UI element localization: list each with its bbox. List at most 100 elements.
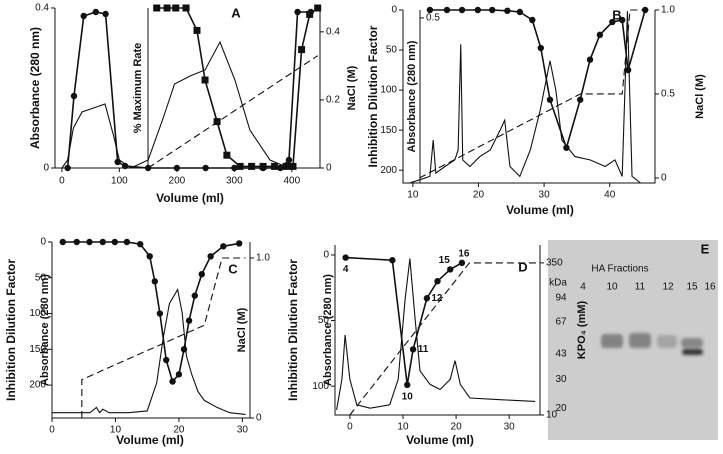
circle-marker — [458, 6, 466, 14]
circle-marker — [596, 31, 604, 39]
panel-letter: A — [231, 5, 241, 20]
x-tick-label: 400 — [283, 176, 300, 187]
x-tick-label: 20 — [473, 190, 485, 201]
y-tick-label: 50 — [35, 272, 47, 283]
circle-marker — [156, 310, 164, 317]
x-tick-label: 100 — [111, 176, 128, 187]
band — [681, 338, 703, 348]
x-tick-label: 300 — [226, 176, 243, 187]
circle-marker — [92, 8, 100, 16]
square-marker — [201, 76, 209, 84]
y-tick-label: 100 — [29, 308, 46, 319]
fraction-label: 4 — [343, 264, 349, 275]
fraction-label: 15 — [439, 255, 451, 266]
circle-marker — [409, 346, 417, 353]
circle-marker — [86, 238, 93, 246]
lane-label: 12 — [662, 282, 674, 293]
square-marker — [236, 162, 244, 170]
y2-tick-label: 0.5 — [661, 89, 675, 100]
square-marker — [282, 162, 290, 170]
y-tick-label: 0 — [43, 163, 49, 174]
lane-label: 4 — [580, 282, 586, 293]
lane-label: 16 — [704, 282, 716, 293]
panel-letter: C — [228, 261, 238, 276]
band — [601, 334, 623, 348]
circle-marker — [458, 259, 466, 267]
y2-axis-label: NaCl (M) — [236, 307, 248, 352]
circle-marker — [546, 96, 554, 103]
x-tick-label: 30 — [504, 422, 516, 433]
y-tick-label: 200 — [380, 165, 397, 176]
circle-marker — [426, 6, 434, 14]
circle-marker — [504, 7, 511, 15]
y3-axis-label: Absorbance (280 nm) — [322, 274, 334, 386]
dashed-line — [147, 55, 319, 169]
dashed-line — [349, 262, 539, 416]
square-marker — [213, 118, 221, 126]
y-tick-label: 100 — [380, 85, 397, 96]
gel-title: HA Fractions — [591, 264, 648, 275]
y2-tick-label: 0.2 — [326, 95, 340, 106]
circle-marker — [294, 8, 301, 16]
x-tick-label: 30 — [237, 425, 249, 436]
square-marker — [172, 4, 180, 12]
fraction-label: 16 — [458, 248, 470, 259]
circle-marker — [342, 254, 349, 261]
y2-axis-label: KPO₄ (mM) — [576, 300, 588, 359]
line — [336, 258, 536, 410]
circle-marker — [618, 16, 626, 24]
circle-marker — [123, 238, 131, 246]
circle-marker — [70, 92, 78, 100]
y-axis-label: Absorbance (280 nm) — [28, 27, 42, 149]
circle-marker — [121, 162, 129, 170]
square-marker — [163, 4, 171, 12]
circle-marker — [474, 6, 482, 14]
band — [657, 335, 677, 348]
y-tick-label: 0 — [391, 5, 397, 16]
line — [52, 287, 246, 416]
y2-tick-label: 10 — [546, 410, 558, 421]
lane-label: 10 — [606, 282, 618, 293]
circle-marker — [59, 238, 66, 246]
square-marker — [314, 4, 322, 12]
marker-label: 94 — [555, 293, 567, 304]
gel-bands — [601, 333, 703, 355]
marker-label: 43 — [555, 348, 567, 359]
square-marker — [223, 151, 231, 159]
x-axis-label: Volume (ml) — [156, 191, 224, 205]
circle-marker — [80, 12, 87, 20]
y3-axis-label: Absorbance (280 nm) — [406, 40, 418, 152]
circle-marker — [576, 96, 584, 103]
circle-marker — [111, 238, 119, 246]
circle-marker — [73, 238, 80, 246]
circle-marker — [447, 266, 454, 273]
x-tick-label: 0 — [49, 425, 55, 436]
axis-line — [334, 245, 541, 416]
y-axis-label: Inhibition Dilution Factor — [366, 25, 380, 167]
circle-marker — [489, 6, 496, 14]
y2-axis-label: NaCl (M) — [694, 74, 706, 119]
circle-marker — [529, 16, 536, 24]
circle-marker — [434, 278, 441, 285]
circle-marker — [198, 270, 205, 278]
square-marker — [182, 4, 190, 12]
y2-tick-label: 0 — [661, 173, 667, 184]
band — [629, 333, 651, 348]
square-marker — [248, 162, 256, 170]
x-tick-label: 20 — [451, 422, 463, 433]
square-marker — [259, 162, 267, 170]
x-tick-label: 40 — [604, 190, 616, 201]
y2-tick-label: 0 — [256, 413, 262, 424]
marker-label: 20 — [555, 403, 567, 414]
kda-label: kDa — [549, 278, 567, 289]
circle-marker — [173, 164, 181, 172]
circle-marker — [191, 292, 198, 299]
circle-marker — [563, 144, 570, 151]
fraction-label: 12 — [431, 293, 443, 304]
circle-marker — [175, 371, 183, 378]
circle-marker — [99, 238, 106, 246]
lane-label: 15 — [686, 282, 698, 293]
line — [62, 241, 240, 384]
x-axis-label: Volume (ml) — [506, 203, 574, 217]
line — [409, 11, 641, 184]
